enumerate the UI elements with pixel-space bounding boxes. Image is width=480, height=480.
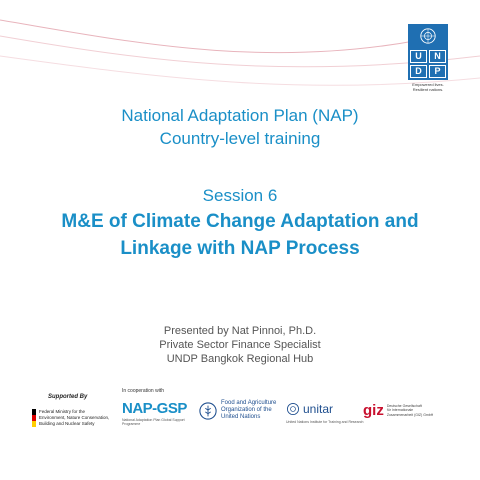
title-line-2: Country-level training [159,129,321,148]
title-line-1: National Adaptation Plan (NAP) [121,106,359,125]
footer-logos: Supported By In cooperation with Federal… [0,388,480,438]
undp-letter-p: P [429,65,446,78]
unitar-subtitle: United Nations Institute for Training an… [286,420,364,424]
un-emblem-icon [408,24,448,48]
un-wreath-icon [286,402,300,416]
presenter-name: Presented by Nat Pinnoi, Ph.D. [163,325,317,337]
undp-letter-d: D [410,65,427,78]
undp-logo: U N D P Empowered lives. Resilient natio… [408,24,448,92]
undp-letter-n: N [429,50,446,63]
main-title-line-2: Linkage with NAP Process [120,238,360,259]
main-title-line-1: M&E of Climate Change Adaptation and [61,211,419,232]
undp-letter-u: U [410,50,427,63]
presenter-role: Private Sector Finance Specialist [159,339,321,351]
training-title: National Adaptation Plan (NAP) Country-l… [0,104,480,150]
fao-logo: Food and Agriculture Organization of the… [199,400,279,421]
fao-emblem-icon [199,401,217,420]
german-flag-icon [32,409,36,427]
presenter-org: UNDP Bangkok Regional Hub [166,353,314,365]
giz-logo: giz Deutsche Gesellschaft für Internatio… [363,402,434,419]
decorative-curves [0,19,480,86]
presenter-info: Presented by Nat Pinnoi, Ph.D. Private S… [0,324,480,366]
unitar-logo: unitar [286,402,350,416]
session-label: Session 6 [202,186,278,205]
undp-tagline: Empowered lives. Resilient nations. [412,82,444,92]
bmu-logo: Federal Ministry for the Environment, Na… [32,404,112,432]
nap-gsp-logo: NAP-GSP National Adaptation Plan Global … [122,400,187,426]
supported-by-label: Supported By [48,394,88,400]
in-cooperation-label: In cooperation with [122,388,164,394]
main-title: M&E of Climate Change Adaptation and Lin… [0,208,480,262]
